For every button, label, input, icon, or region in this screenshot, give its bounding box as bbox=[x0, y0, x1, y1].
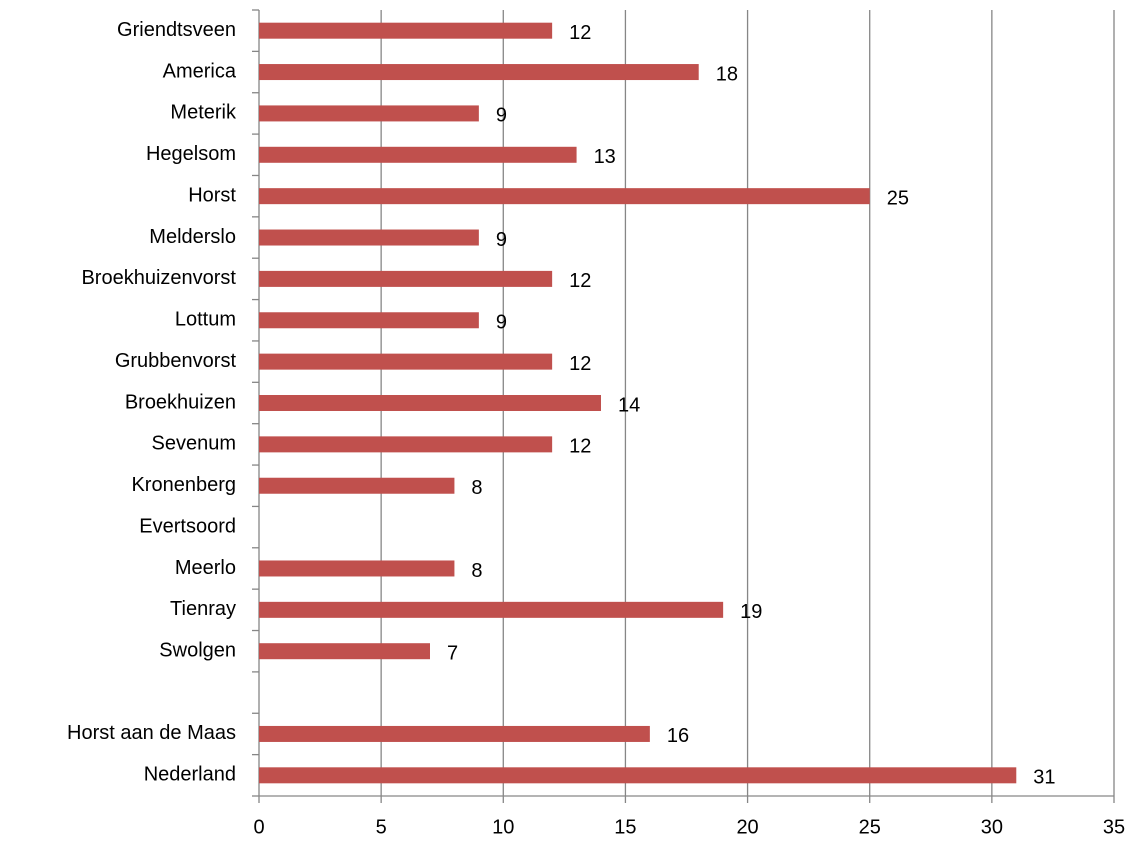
bar bbox=[259, 312, 479, 329]
y-tick-label: America bbox=[163, 60, 237, 82]
value-label: 13 bbox=[594, 146, 616, 168]
y-tick-label: Kronenberg bbox=[131, 474, 236, 496]
value-label: 8 bbox=[471, 560, 482, 582]
y-tick-label: Swolgen bbox=[159, 639, 236, 661]
x-tick-label: 15 bbox=[614, 816, 636, 838]
value-label: 12 bbox=[569, 436, 591, 458]
value-label: 14 bbox=[618, 394, 640, 416]
bar bbox=[259, 353, 553, 370]
bar bbox=[259, 395, 601, 411]
y-tick-label: Horst bbox=[188, 184, 236, 206]
bar bbox=[259, 725, 650, 742]
value-label: 18 bbox=[716, 63, 738, 85]
y-tick-label: Hegelsom bbox=[146, 143, 236, 165]
bar bbox=[259, 477, 455, 494]
x-tick-label: 30 bbox=[981, 816, 1003, 838]
value-label: 12 bbox=[569, 270, 591, 292]
y-tick-label: Grubbenvorst bbox=[115, 350, 237, 372]
bar bbox=[259, 229, 479, 246]
value-label: 16 bbox=[667, 725, 689, 747]
y-tick-label: Meterik bbox=[170, 102, 237, 124]
value-label: 25 bbox=[887, 187, 909, 209]
value-label: 12 bbox=[569, 22, 591, 44]
bar bbox=[259, 601, 724, 618]
bar bbox=[259, 436, 553, 453]
y-tick-label: Nederland bbox=[144, 764, 236, 786]
y-tick-label: Lottum bbox=[175, 309, 236, 331]
y-tick-label: Horst aan de Maas bbox=[67, 722, 236, 744]
y-tick-label: Broekhuizen bbox=[125, 391, 236, 413]
value-label: 9 bbox=[496, 312, 507, 334]
value-label: 9 bbox=[496, 105, 507, 127]
bar bbox=[259, 146, 577, 163]
bar bbox=[259, 105, 479, 122]
x-tick-label: 0 bbox=[253, 816, 264, 838]
y-tick-label: Evertsoord bbox=[139, 515, 236, 537]
x-tick-label: 35 bbox=[1103, 816, 1125, 838]
y-tick-label: Sevenum bbox=[152, 433, 237, 455]
bar bbox=[259, 22, 553, 39]
value-label: 19 bbox=[740, 601, 762, 623]
value-label: 7 bbox=[447, 642, 458, 664]
x-tick-label: 5 bbox=[376, 816, 387, 838]
value-label: 31 bbox=[1033, 767, 1055, 789]
bar bbox=[259, 188, 870, 205]
value-label: 8 bbox=[471, 477, 482, 499]
bar bbox=[259, 643, 430, 660]
bar bbox=[259, 767, 1017, 784]
value-label: 12 bbox=[569, 353, 591, 375]
bar bbox=[259, 64, 699, 81]
bar bbox=[259, 560, 455, 577]
y-tick-label: Meerlo bbox=[175, 557, 236, 579]
y-tick-label: Broekhuizenvorst bbox=[81, 267, 236, 289]
x-tick-label: 20 bbox=[736, 816, 758, 838]
bar bbox=[259, 270, 553, 287]
value-label: 9 bbox=[496, 229, 507, 251]
y-tick-label: Melderslo bbox=[149, 226, 236, 248]
y-tick-label: Griendtsveen bbox=[117, 19, 236, 41]
y-tick-label: Tienray bbox=[170, 598, 236, 620]
x-tick-label: 10 bbox=[492, 816, 514, 838]
x-tick-label: 25 bbox=[859, 816, 881, 838]
